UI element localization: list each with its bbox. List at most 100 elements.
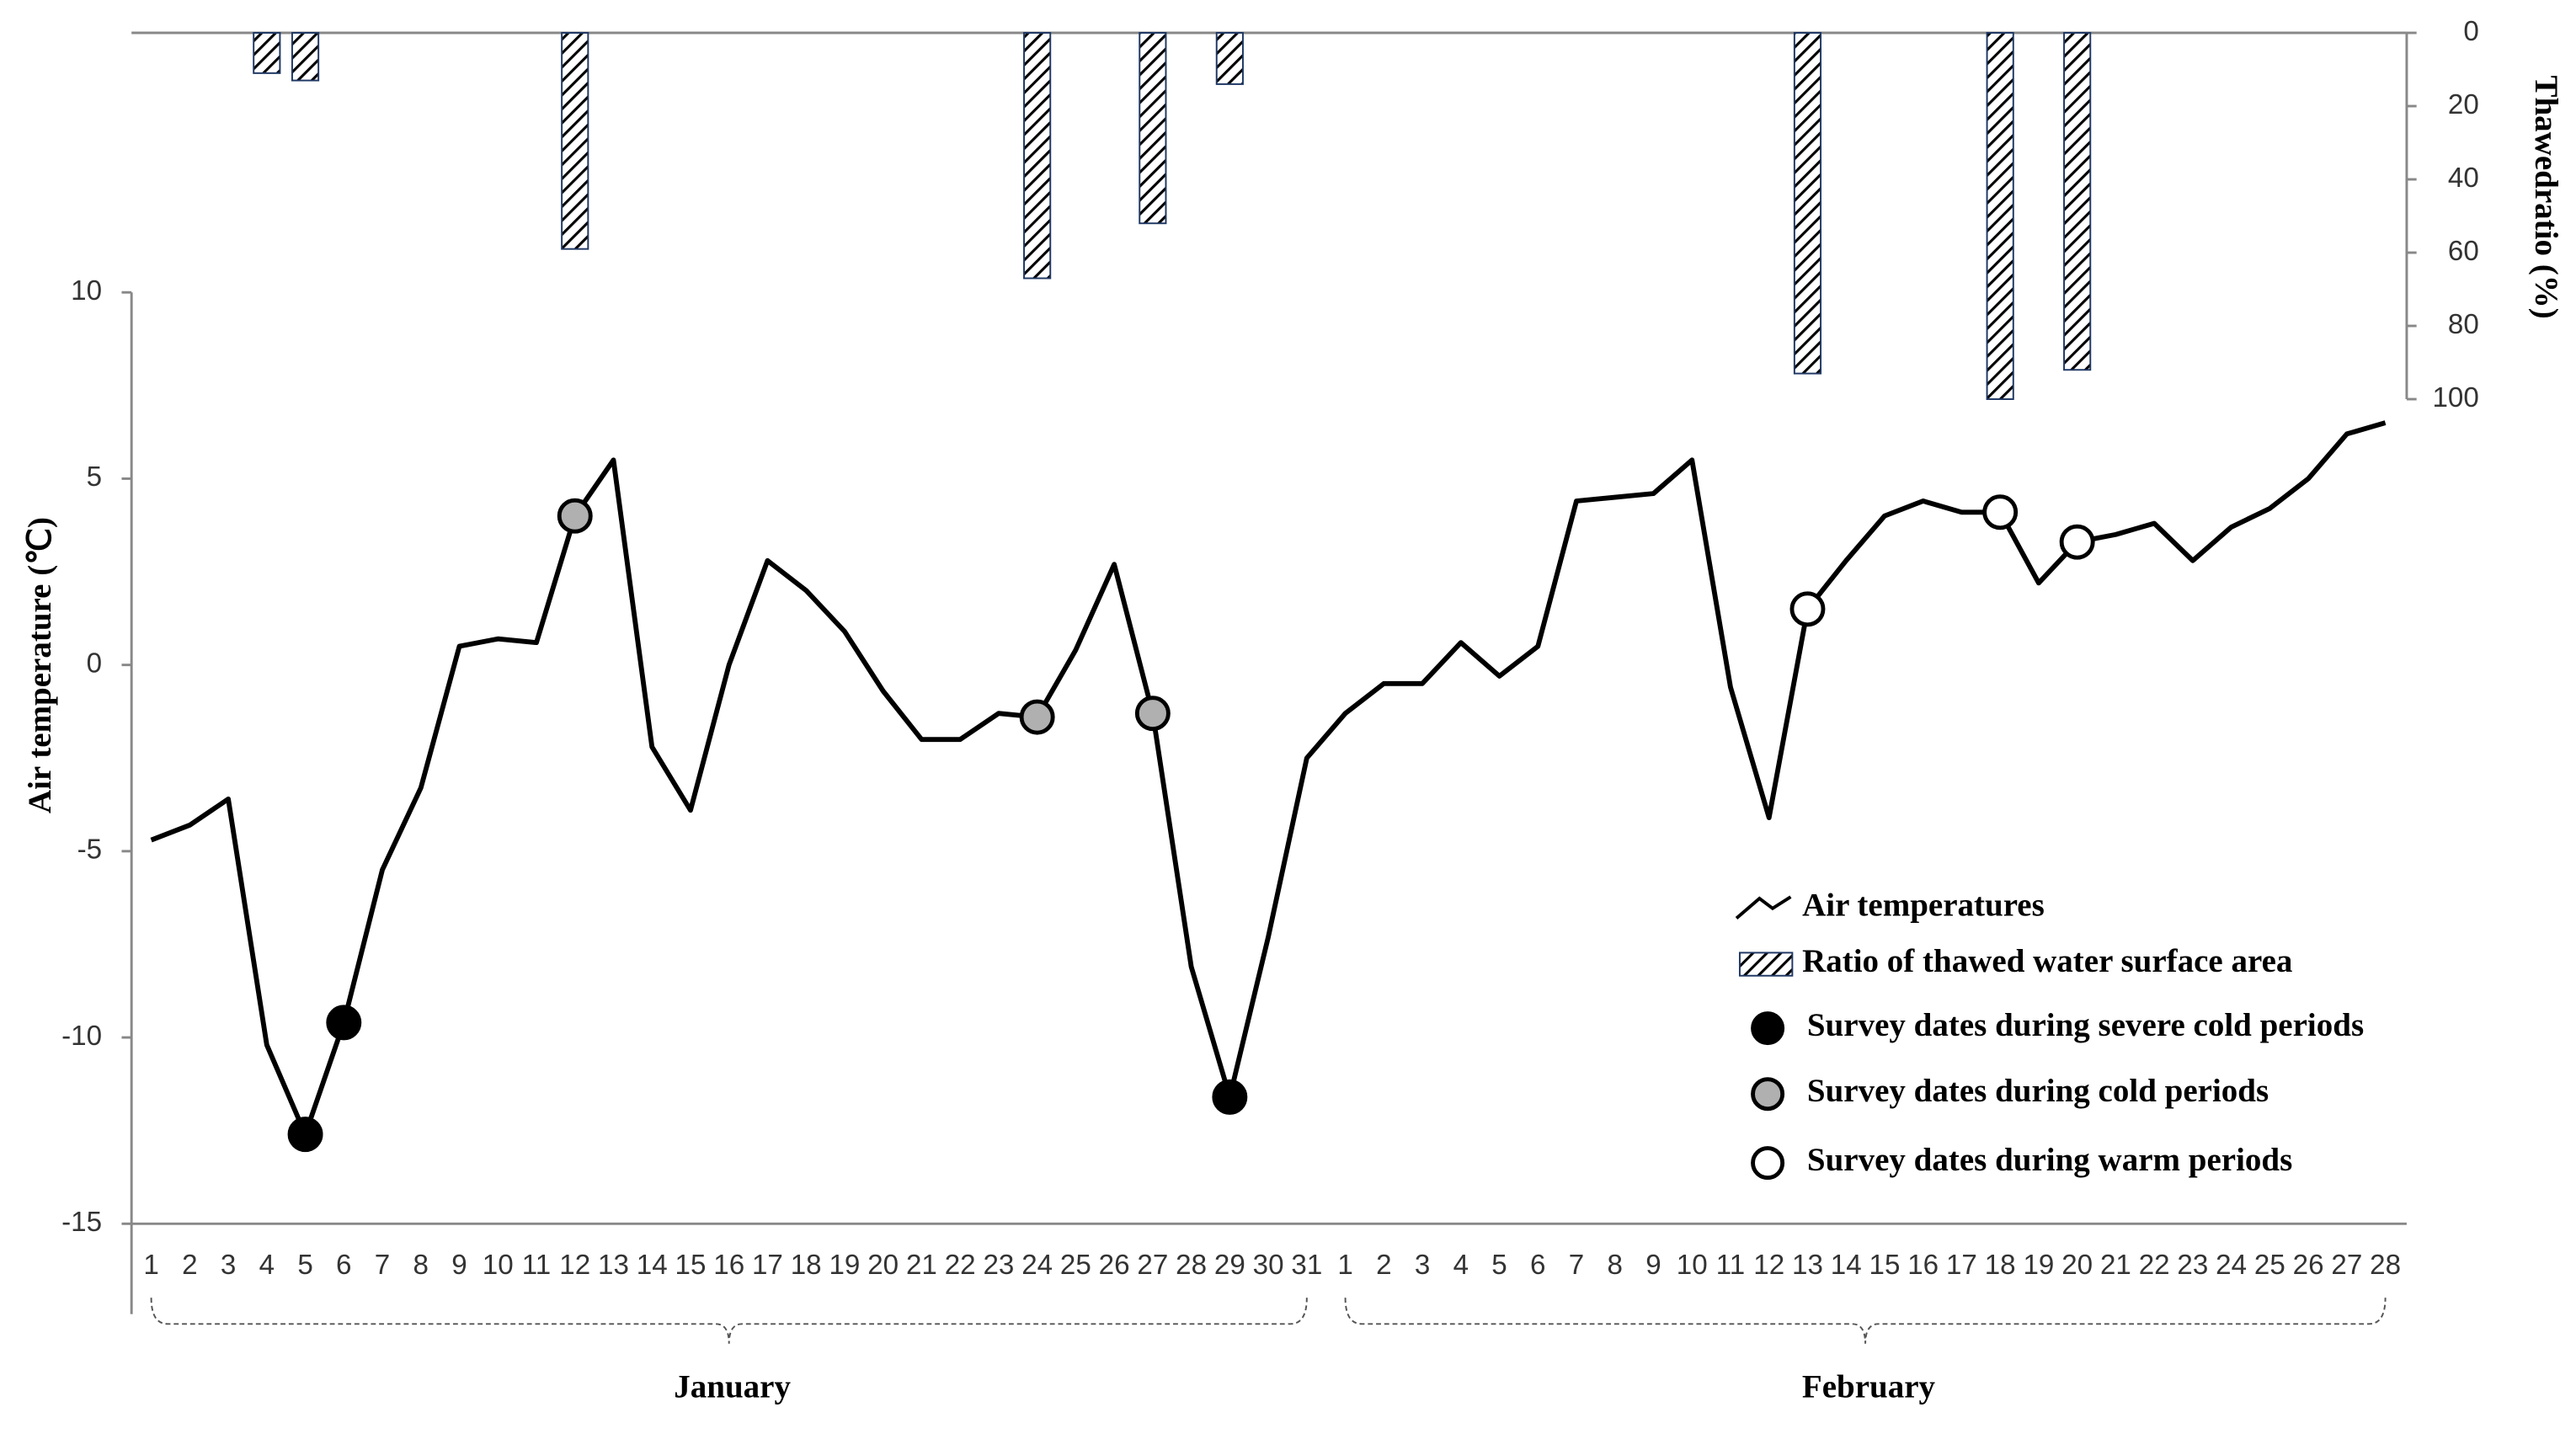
bar [1023,32,1052,280]
legend-label: Ratio of thawed water surface area [1802,943,2292,979]
y2-axis-label: Thawedratio (%) [2528,75,2564,318]
x-tick-label: 19 [829,1250,860,1281]
y2-tick-label: 100 [2432,382,2478,413]
x-tick-label: 28 [1176,1250,1207,1281]
x-tick-label: 10 [483,1250,514,1281]
x-tick-label: 25 [2254,1250,2285,1281]
y-tick-label: -15 [61,1207,102,1238]
x-tick-label: 20 [867,1250,899,1281]
bar [1793,32,1822,375]
x-tick-label: 28 [2370,1250,2401,1281]
x-tick-label: 26 [2293,1250,2324,1281]
x-tick-label: 19 [2023,1250,2054,1281]
x-tick-label: 4 [259,1250,275,1281]
survey-marker [1019,699,1055,735]
x-tick-label: 18 [791,1250,822,1281]
y-tick-label: -5 [77,834,102,866]
y2-tick-label: 80 [2448,309,2479,340]
month-label: February [1802,1368,1936,1405]
legend-label: Air temperatures [1802,888,2045,924]
y-tick-label: 10 [71,275,102,307]
survey-marker [1789,591,1826,627]
survey-marker [1134,696,1171,732]
bar [561,32,589,250]
bar [2063,32,2092,371]
x-tick-label: 15 [1869,1250,1901,1281]
x-tick-label: 29 [1214,1250,1245,1281]
x-tick-label: 21 [2100,1250,2131,1281]
x-tick-label: 23 [2177,1250,2208,1281]
legend-label: Survey dates during severe cold periods [1807,1007,2364,1043]
x-tick-label: 14 [1831,1250,1862,1281]
x-tick-label: 13 [1792,1250,1823,1281]
legend-swatch [1751,1011,1785,1046]
month-bracket [150,1298,1308,1344]
x-tick-label: 3 [221,1250,236,1281]
x-tick-label: 22 [945,1250,976,1281]
y-tick-label: 0 [87,648,102,679]
y2-tick-label: 40 [2448,163,2479,194]
x-tick-label: 25 [1060,1250,1091,1281]
bar [1215,32,1244,85]
x-tick-label: 31 [1291,1250,1322,1281]
x-tick-label: 1 [143,1250,158,1281]
survey-marker [1212,1079,1248,1115]
x-tick-label: 10 [1677,1250,1708,1281]
x-tick-label: 5 [1491,1250,1507,1281]
x-tick-label: 2 [182,1250,197,1281]
survey-marker [557,498,593,534]
x-tick-label: 16 [713,1250,744,1281]
x-tick-label: 24 [1021,1250,1053,1281]
x-tick-label: 7 [375,1250,390,1281]
x-tick-label: 12 [1753,1250,1784,1281]
y2-tick-label: 60 [2448,236,2479,267]
survey-marker [2059,524,2095,560]
x-tick-label: 8 [1608,1250,1623,1281]
x-tick-label: 11 [1716,1250,1745,1281]
x-tick-label: 2 [1376,1250,1391,1281]
survey-marker [287,1117,323,1153]
x-tick-label: 26 [1099,1250,1130,1281]
y-axis-label: Air temperature (℃) [22,517,58,813]
x-tick-label: 11 [522,1250,551,1281]
bar [1139,32,1167,225]
x-tick-label: 3 [1415,1250,1430,1281]
x-tick-label: 8 [413,1250,429,1281]
x-tick-label: 7 [1569,1250,1584,1281]
x-tick-label: 17 [1946,1250,1977,1281]
x-tick-label: 22 [2139,1250,2170,1281]
y-tick-label: 5 [87,461,102,493]
x-tick-label: 20 [2061,1250,2093,1281]
y2-tick-label: 20 [2448,89,2479,120]
x-tick-label: 17 [752,1250,783,1281]
legend-swatch [1751,1146,1785,1181]
x-tick-label: 27 [2331,1250,2362,1281]
x-tick-label: 13 [598,1250,629,1281]
x-tick-label: 21 [906,1250,937,1281]
legend-label: Survey dates during warm periods [1807,1142,2292,1178]
x-tick-label: 16 [1907,1250,1939,1281]
x-tick-label: 9 [451,1250,467,1281]
survey-marker [1982,494,2019,530]
legend-label: Survey dates during cold periods [1807,1073,2269,1109]
x-tick-label: 5 [297,1250,312,1281]
x-tick-label: 1 [1337,1250,1352,1281]
x-tick-label: 6 [336,1250,351,1281]
x-tick-label: 9 [1645,1250,1661,1281]
x-tick-label: 6 [1530,1250,1545,1281]
bar [291,32,320,82]
x-tick-label: 12 [559,1250,590,1281]
x-tick-label: 18 [1985,1250,2016,1281]
legend-swatch [1751,1077,1785,1111]
temperature-line [150,420,2387,1138]
x-tick-label: 4 [1453,1250,1469,1281]
month-label: January [674,1368,791,1405]
x-tick-label: 15 [675,1250,707,1281]
x-tick-label: 23 [983,1250,1014,1281]
survey-marker [326,1005,362,1041]
y2-tick-label: 0 [2463,16,2478,47]
y-tick-label: -10 [61,1021,102,1052]
month-bracket [1344,1298,2387,1344]
x-tick-label: 30 [1253,1250,1284,1281]
